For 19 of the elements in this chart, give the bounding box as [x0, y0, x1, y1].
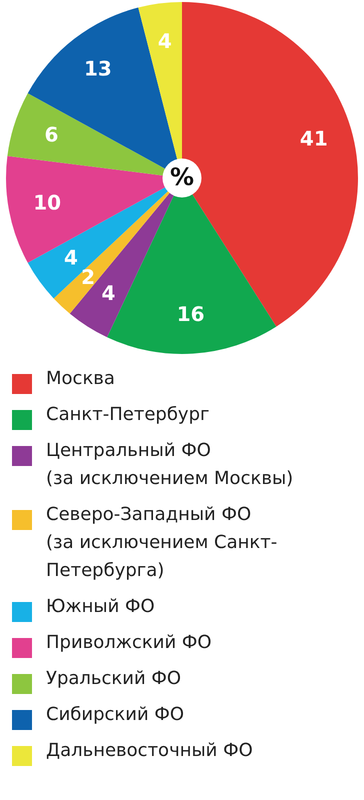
- data-label: 41: [300, 126, 328, 151]
- data-label: 4: [101, 280, 116, 305]
- data-label: 6: [44, 122, 58, 147]
- data-label: 4: [64, 246, 78, 270]
- legend-label: Южный ФО: [46, 596, 155, 617]
- data-label: 2: [81, 265, 95, 290]
- legend-label: Москва: [46, 368, 115, 389]
- text: %: [170, 163, 194, 191]
- legend-label: Санкт-Петербург: [46, 404, 210, 425]
- legend-label: Уральский ФО: [46, 668, 182, 689]
- data-label: 10: [33, 190, 62, 215]
- legend-label: Северо-Западный ФО (за исключением Санкт-Петербурга): [46, 504, 278, 581]
- data-label: 16: [176, 302, 205, 326]
- legend-label: Приволжский ФО: [46, 632, 212, 653]
- data-label: 4: [158, 28, 172, 53]
- legend-label: Сибирский ФО: [46, 704, 184, 725]
- data-label: 13: [84, 56, 112, 81]
- legend-label: Дальневосточный ФО: [46, 740, 253, 761]
- legend-label: Центральный ФО (за исключением Москвы): [46, 440, 294, 489]
